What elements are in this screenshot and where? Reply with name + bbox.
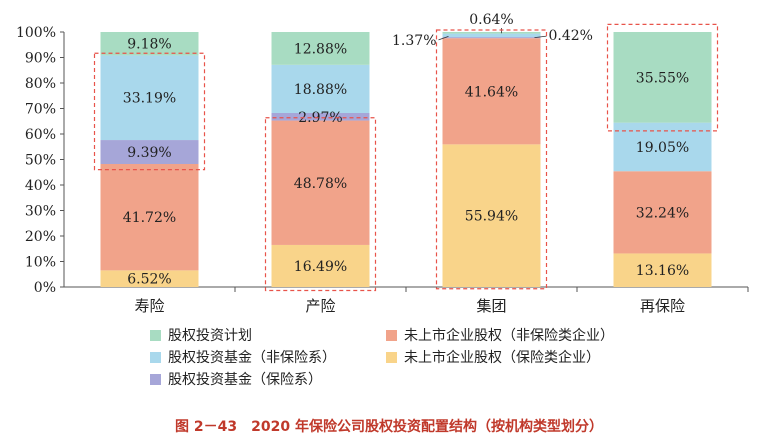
y-tick-label: 50% [25, 153, 56, 169]
data-label: 12.88% [294, 41, 347, 57]
bar-segment [442, 37, 541, 39]
legend-label: 股权投资计划 [168, 328, 252, 344]
data-label: 2.97% [298, 110, 342, 126]
legend-label: 股权投资基金（保险系） [168, 371, 322, 388]
legend-swatch [150, 330, 161, 341]
bar-segment [442, 31, 541, 34]
data-label: 41.72% [123, 210, 176, 226]
data-label: 19.05% [636, 140, 689, 156]
bar-segment [271, 120, 370, 245]
highlight-box [93, 52, 206, 171]
bar-segment [271, 244, 370, 287]
legend-swatch [386, 330, 397, 341]
legend-label: 股权投资基金（非保险系） [168, 349, 336, 366]
data-label: 9.18% [127, 37, 171, 53]
bar-segment [613, 32, 712, 123]
y-tick-label: 0% [34, 280, 56, 296]
highlight-box [606, 23, 719, 132]
data-label: 35.55% [636, 70, 689, 86]
data-label: 48.78% [294, 176, 347, 192]
legend-swatch [150, 374, 161, 385]
y-tick-label: 20% [25, 229, 56, 245]
bar-segment [613, 253, 712, 287]
leader-line [534, 35, 547, 39]
bar-segment [271, 64, 370, 113]
highlight-box [435, 29, 548, 290]
bar-segment [613, 171, 712, 254]
x-tick-label: 再保险 [640, 297, 685, 315]
x-tick-label: 集团 [476, 297, 506, 315]
figure-caption: 图 2－43 2020 年保险公司股权投资配置结构（按机构类型划分） [175, 419, 603, 435]
data-label: 33.19% [123, 91, 176, 107]
y-tick-label: 100% [16, 25, 56, 41]
y-tick-label: 40% [25, 178, 56, 194]
bar-segment [100, 270, 199, 287]
y-tick-label: 80% [25, 76, 56, 92]
legend-label: 未上市企业股权（非保险类企业） [404, 327, 614, 344]
data-label: 18.88% [294, 82, 347, 98]
bar-segment [100, 163, 199, 271]
data-label: 41.64% [465, 84, 518, 100]
bar-segment [442, 38, 541, 145]
y-tick-label: 60% [25, 127, 56, 143]
data-label: 16.49% [294, 259, 347, 275]
bar-segment [271, 32, 370, 65]
data-label: 55.94% [465, 209, 518, 225]
y-tick-label: 70% [25, 102, 56, 118]
data-label: 6.52% [127, 272, 171, 288]
y-tick-label: 10% [25, 255, 56, 271]
highlight-box [264, 117, 377, 292]
legend-swatch [150, 352, 161, 363]
legend-swatch [386, 352, 397, 363]
y-tick-label: 90% [25, 51, 56, 67]
bar-segment [442, 144, 541, 287]
bar-segment [100, 140, 199, 164]
data-label: 13.16% [636, 263, 689, 279]
bar-segment [100, 55, 199, 141]
stacked-bar-chart: 0% 10% 20% 30% 40% 50% 60% 70% 80% 90% 100% 寿险 产险 集团 再… [16, 12, 749, 388]
bar-segment [271, 112, 370, 121]
y-tick-label: 30% [25, 204, 56, 220]
x-tick-label: 寿险 [134, 297, 164, 315]
x-tick-label: 产险 [305, 297, 335, 315]
data-label: 0.42% [549, 28, 593, 44]
leader-line [438, 35, 449, 41]
data-label: 0.64% [469, 12, 513, 28]
bar-segment [442, 33, 541, 38]
legend-label: 未上市企业股权（保险类企业） [404, 349, 600, 366]
data-label: 9.39% [127, 145, 171, 161]
bar-segment [100, 32, 199, 56]
data-label: 1.37% [392, 33, 436, 49]
data-label: 32.24% [636, 205, 689, 221]
